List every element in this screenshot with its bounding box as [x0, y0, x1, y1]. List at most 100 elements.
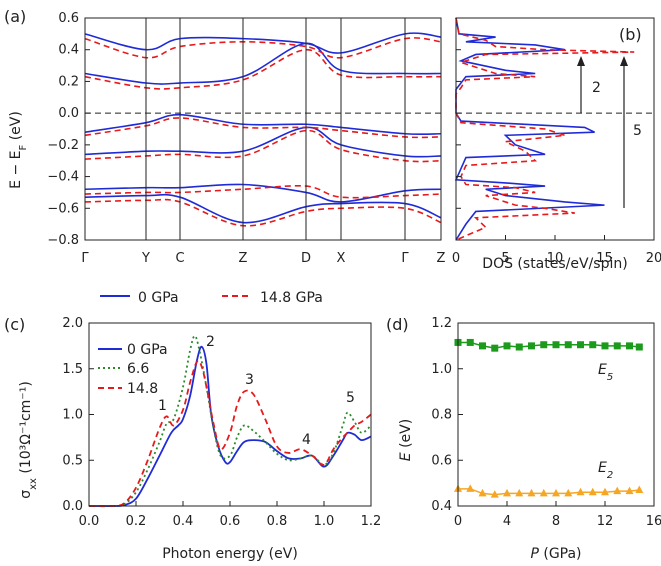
- d-xtick-label: 12: [597, 514, 614, 529]
- peak-label-1: 1: [158, 398, 167, 414]
- band-14-8gpa: [84, 117, 442, 139]
- marker-e2: [478, 488, 487, 497]
- d-ytick-label: 0.6: [431, 453, 452, 468]
- panel-a-band-structure: (a) E − EF (eV) 0.6 0.4 0.2 0.0 −0.2 −0.4 −0.6…: [4, 7, 446, 306]
- legend-c-label-14-8: 14.8: [127, 381, 158, 397]
- marker-e5: [552, 341, 560, 349]
- marker-e2: [613, 486, 622, 495]
- panel-a-label: (a): [4, 7, 26, 26]
- marker-e2: [503, 488, 511, 497]
- panel-a-frame: [84, 17, 442, 241]
- a-kpoint-label: C: [175, 251, 184, 266]
- c-ytick-label: 1.5: [62, 362, 83, 377]
- a-kpoint-label: Γ: [401, 251, 409, 266]
- c-xtick-label: 0.0: [79, 514, 100, 529]
- legend-label-14-8gpa: 14.8 GPa: [260, 290, 323, 306]
- d-xtick-label: 4: [503, 514, 511, 529]
- marker-e5: [564, 341, 572, 349]
- a-ytick-label: 0.6: [58, 11, 79, 26]
- panel-d-label: (d): [386, 315, 409, 334]
- series-line-0: [458, 341, 640, 349]
- c-ytick-label: 2.0: [62, 316, 83, 331]
- d-xtick-label: 16: [646, 514, 661, 529]
- band-0gpa: [84, 193, 442, 224]
- b-xtick-label: 20: [646, 251, 661, 266]
- band-0gpa: [84, 183, 442, 203]
- band-14-8gpa: [84, 37, 442, 59]
- conductivity-curve-2: [88, 359, 372, 508]
- series-label-e2: E2: [598, 460, 613, 481]
- marker-e2: [576, 487, 585, 496]
- c-ytick-label: 0.5: [62, 453, 83, 468]
- c-xtick-label: 0.6: [220, 514, 241, 529]
- c-ytick-label: 0.0: [62, 499, 83, 514]
- peak-label-3: 3: [245, 372, 254, 388]
- a-ytick-label: −0.8: [47, 233, 79, 248]
- a-ytick-label: 0.0: [58, 106, 79, 121]
- a-kpoint-label: Z: [239, 251, 248, 266]
- band-0gpa: [84, 126, 442, 158]
- d-ytick-label: 0.4: [431, 499, 452, 514]
- transition-label-5: 5: [633, 123, 642, 139]
- legend-label-0gpa: 0 GPa: [138, 290, 179, 306]
- band-14-8gpa: [84, 184, 442, 199]
- marker-e5: [466, 338, 474, 346]
- band-14-8gpa: [84, 198, 442, 227]
- b-xtick-label: 5: [501, 251, 509, 266]
- marker-e5: [601, 342, 609, 350]
- b-xtick-label: 0: [452, 251, 460, 266]
- panel-d-xlabel: P (GPa): [530, 546, 581, 562]
- panel-d-energy-vs-pressure: (d) E (eV) 0 4 8 12 16 0.4 0.6 0.8 1.0 1.2 P (GPa…: [386, 315, 661, 562]
- transition-label-2: 2: [592, 80, 601, 96]
- legend-c-label-6-6: 6.6: [127, 361, 149, 377]
- marker-e2: [552, 488, 560, 497]
- marker-e2: [466, 484, 475, 492]
- marker-e5: [528, 342, 535, 350]
- marker-e2: [601, 487, 609, 496]
- band-14-8gpa: [84, 48, 442, 90]
- transition-arrowhead-5: [620, 56, 628, 66]
- marker-e5: [577, 341, 584, 349]
- b-xtick-label: 10: [547, 251, 564, 266]
- c-xtick-label: 0.2: [126, 514, 147, 529]
- marker-e5: [635, 343, 643, 351]
- panel-c-conductivity: (c) σxx (10³Ω⁻¹cm⁻¹) 0.0 0.2 0.4 0.6 0.8 1.0 1…: [4, 315, 381, 562]
- marker-e5: [479, 342, 486, 350]
- a-ytick-label: −0.4: [47, 170, 79, 185]
- legend-c-label-0gpa: 0 GPa: [127, 342, 168, 358]
- panel-b-dos: (b) 0 5 10 15 20 DOS (states/eV/spin) 2 5: [452, 17, 661, 272]
- a-kpoint-label: D: [301, 251, 311, 266]
- c-xtick-label: 0.8: [267, 514, 288, 529]
- marker-e2: [527, 488, 536, 497]
- band-0gpa: [84, 32, 442, 54]
- d-ytick-label: 1.2: [431, 316, 452, 331]
- panel-c-ylabel: σxx (10³Ω⁻¹cm⁻¹): [18, 381, 39, 499]
- marker-e5: [626, 342, 633, 350]
- c-ytick-label: 1.0: [62, 408, 83, 423]
- panel-d-frame: [457, 322, 655, 507]
- conductivity-curve-0: [88, 345, 372, 507]
- band-0gpa: [84, 42, 442, 85]
- a-kpoint-label: X: [337, 251, 346, 266]
- b-xtick-label: 15: [596, 251, 613, 266]
- marker-e2: [564, 488, 573, 497]
- marker-e5: [503, 342, 511, 350]
- band-0gpa: [84, 113, 442, 136]
- marker-e2: [490, 490, 499, 498]
- peak-label-2: 2: [206, 334, 215, 350]
- panel-d-ylabel: E (eV): [398, 419, 414, 461]
- marker-e2: [635, 485, 644, 493]
- panel-a-ylabel: E − EF (eV): [8, 111, 29, 189]
- peak-label-5: 5: [346, 390, 355, 406]
- panel-c-label: (c): [4, 315, 25, 334]
- a-kpoint-label: Γ: [81, 251, 89, 266]
- d-ytick-label: 0.8: [431, 408, 452, 423]
- series-line-1: [458, 488, 640, 496]
- a-ytick-label: −0.2: [47, 138, 79, 153]
- a-ytick-label: 0.4: [58, 43, 79, 58]
- marker-e2: [588, 487, 597, 496]
- d-ytick-label: 1.0: [431, 362, 452, 377]
- a-kpoint-label: Y: [141, 251, 150, 266]
- a-kpoint-label: Z: [437, 251, 446, 266]
